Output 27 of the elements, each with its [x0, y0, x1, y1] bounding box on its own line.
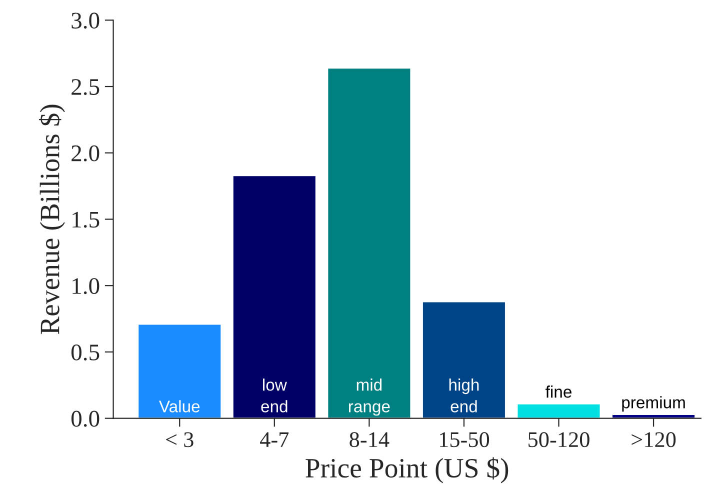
x-tick-label: >120 — [632, 432, 676, 448]
bar — [516, 403, 602, 418]
y-tick-label: 3.0 — [72, 12, 100, 29]
x-tick-label: 15-50 — [440, 432, 490, 448]
y-tick-label: 1.5 — [72, 212, 100, 228]
annotation: low end — [261, 378, 288, 412]
bar — [422, 300, 506, 418]
bar — [611, 414, 696, 418]
x-tick-label: < 3 — [166, 432, 194, 448]
x-tick-label: 50-120 — [528, 432, 590, 448]
x-axis-title: Price Point (US $) — [306, 457, 508, 484]
bar — [232, 174, 317, 418]
x-tick-label: 4-7 — [260, 432, 289, 447]
bar — [326, 67, 412, 418]
y-tick-label: 0.0 — [71, 410, 100, 427]
annotation: premium — [622, 396, 685, 412]
x-tick-label: 8-14 — [350, 432, 390, 448]
annotation: mid range — [348, 378, 390, 416]
annotation: Value — [159, 400, 200, 412]
bar — [137, 323, 222, 418]
y-tick-label: 1.0 — [72, 278, 100, 294]
y-tick-label: 2.0 — [72, 145, 100, 162]
annotation: high end — [449, 378, 479, 412]
y-axis-title: Revenue (Billions $) — [38, 104, 66, 334]
annotation: fine — [546, 386, 572, 398]
y-tick-label: 0.5 — [71, 344, 100, 360]
y-tick-label: 2.5 — [72, 79, 100, 96]
